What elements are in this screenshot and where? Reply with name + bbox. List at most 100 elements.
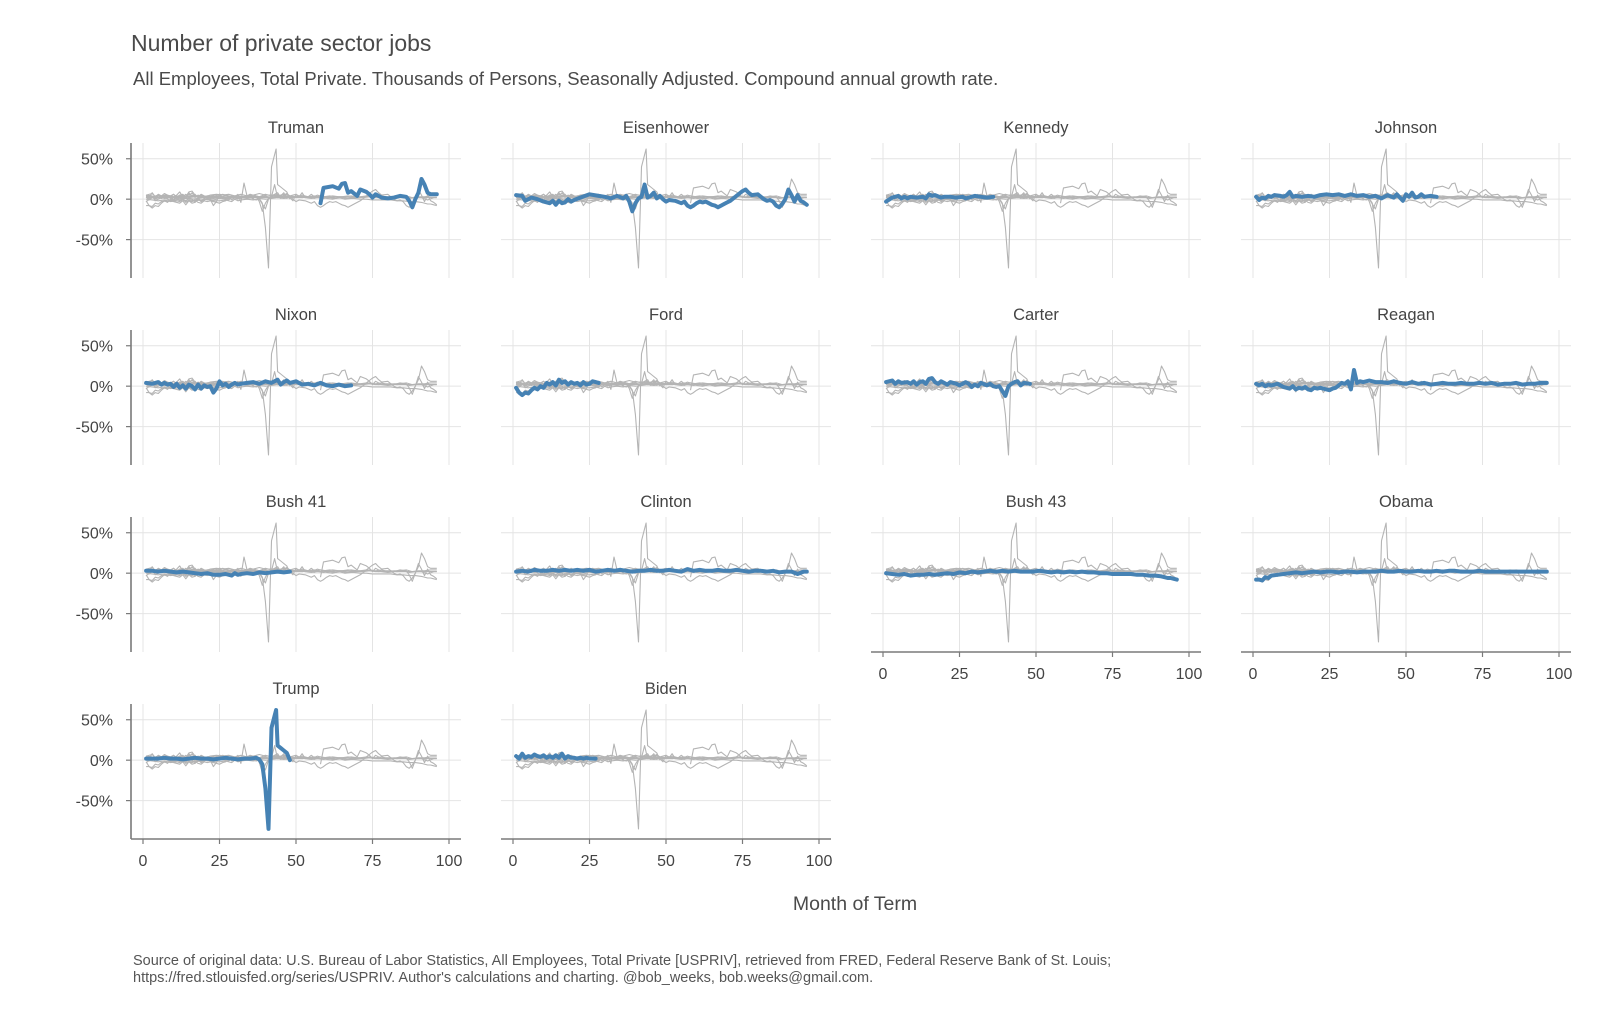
x-tick-label: 25 — [951, 666, 969, 683]
x-tick-label: 100 — [1546, 666, 1573, 683]
x-tick-label: 0 — [139, 853, 148, 870]
y-tick-label: 0% — [90, 566, 113, 583]
x-tick-label: 100 — [806, 853, 833, 870]
x-tick-label: 100 — [1176, 666, 1203, 683]
y-tick-label: 0% — [90, 192, 113, 209]
facet-label: Reagan — [1377, 306, 1435, 324]
panel-ford: Ford — [501, 306, 831, 465]
background-series-line — [516, 757, 807, 769]
highlight-series-line — [1254, 368, 1549, 393]
panel-kennedy: Kennedy — [871, 119, 1201, 278]
background-series-line — [516, 383, 807, 395]
x-tick-label: 50 — [1027, 666, 1045, 683]
background-series-line — [886, 148, 1031, 269]
background-series-line — [146, 335, 291, 456]
highlight-series-line — [144, 708, 292, 831]
x-axis-label: Month of Term — [792, 893, 918, 915]
background-series-line — [1256, 522, 1401, 643]
facet-label: Clinton — [640, 493, 691, 511]
facet-label: Ford — [649, 306, 683, 324]
panel-bush-43: Bush 43 0 25 50 75 100 — [871, 493, 1202, 683]
background-series-line — [1255, 379, 1336, 386]
panel-clinton: Clinton — [501, 493, 831, 652]
panel-obama: Obama 0 25 50 75 100 — [1241, 493, 1572, 683]
background-series-line — [1256, 335, 1401, 456]
facet-label: Trump — [272, 680, 319, 698]
highlight-series-line — [884, 192, 996, 204]
y-tick-label: -50% — [76, 233, 113, 250]
facet-label: Truman — [268, 119, 324, 137]
highlight-series-line — [884, 376, 1032, 398]
y-tick-label: -50% — [76, 420, 113, 437]
highlight-series-line — [514, 377, 601, 398]
source-caption: Source of original data: U.S. Bureau of … — [133, 953, 1553, 987]
x-tick-label: 100 — [436, 853, 463, 870]
facet-label: Kennedy — [1003, 119, 1069, 137]
x-tick-label: 25 — [1321, 666, 1339, 683]
y-tick-label: -50% — [76, 794, 113, 811]
x-tick-label: 50 — [657, 853, 675, 870]
facet-label: Nixon — [275, 306, 317, 324]
chart-subtitle: All Employees, Total Private. Thousands … — [133, 68, 999, 89]
panel-biden: Biden 0 25 50 75 100 — [501, 680, 832, 870]
y-tick-label: 50% — [81, 526, 113, 543]
highlight-series-line — [1254, 568, 1549, 583]
background-series-line — [146, 148, 291, 269]
background-series-line — [885, 566, 966, 573]
background-series-line — [516, 148, 661, 269]
x-tick-label: 75 — [1104, 666, 1122, 683]
x-tick-label: 75 — [734, 853, 752, 870]
x-tick-label: 50 — [287, 853, 305, 870]
x-tick-label: 25 — [211, 853, 229, 870]
y-tick-label: 50% — [81, 713, 113, 730]
background-series-line — [145, 192, 226, 199]
highlight-series-line — [514, 182, 809, 214]
y-tick-label: 50% — [81, 152, 113, 169]
panel-eisenhower: Eisenhower — [501, 119, 831, 278]
chart-title: Number of private sector jobs — [131, 30, 432, 56]
background-series-line — [516, 335, 661, 456]
facet-label: Biden — [645, 680, 687, 698]
background-series-line — [886, 522, 1031, 643]
y-tick-label: 0% — [90, 379, 113, 396]
panel-trump: Trump 50% 0% -50% 0 25 50 75 100 — [76, 680, 463, 870]
facet-label: Obama — [1379, 493, 1434, 511]
panel-carter: Carter — [871, 306, 1201, 465]
panel-truman: Truman 50% 0% -50% — [76, 119, 461, 278]
x-tick-label: 0 — [509, 853, 518, 870]
panel-reagan: Reagan — [1241, 306, 1571, 465]
highlight-series-line — [318, 177, 439, 210]
x-tick-label: 25 — [581, 853, 599, 870]
background-series-line — [1256, 148, 1401, 269]
background-series-line — [516, 522, 661, 643]
background-series-line — [146, 522, 291, 643]
highlight-series-line — [144, 568, 292, 578]
x-tick-label: 75 — [1474, 666, 1492, 683]
facet-label: Bush 43 — [1006, 493, 1067, 511]
y-tick-label: -50% — [76, 607, 113, 624]
highlight-series-line — [144, 377, 354, 395]
panel-bush-41: Bush 41 50% 0% -50% — [76, 493, 461, 652]
background-series-line — [516, 709, 661, 830]
background-series-line — [886, 335, 1031, 456]
background-series-line — [145, 190, 290, 210]
highlight-series-line — [1254, 189, 1439, 203]
caption-line-2: https://fred.stlouisfed.org/series/USPRI… — [133, 970, 874, 986]
x-tick-label: 0 — [879, 666, 888, 683]
y-tick-label: 0% — [90, 753, 113, 770]
facet-label: Bush 41 — [266, 493, 327, 511]
highlight-series-line — [884, 568, 1179, 582]
background-series-line — [515, 564, 660, 584]
facet-label: Johnson — [1375, 119, 1437, 137]
panel-johnson: Johnson — [1241, 119, 1571, 278]
y-tick-label: 50% — [81, 339, 113, 356]
background-series-line — [516, 196, 807, 208]
highlight-series-line — [514, 567, 809, 576]
x-tick-label: 75 — [364, 853, 382, 870]
x-tick-label: 50 — [1397, 666, 1415, 683]
background-series-line — [145, 566, 226, 573]
facet-label: Eisenhower — [623, 119, 710, 137]
caption-line-1: Source of original data: U.S. Bureau of … — [133, 953, 1112, 969]
highlight-series-line — [514, 751, 598, 761]
